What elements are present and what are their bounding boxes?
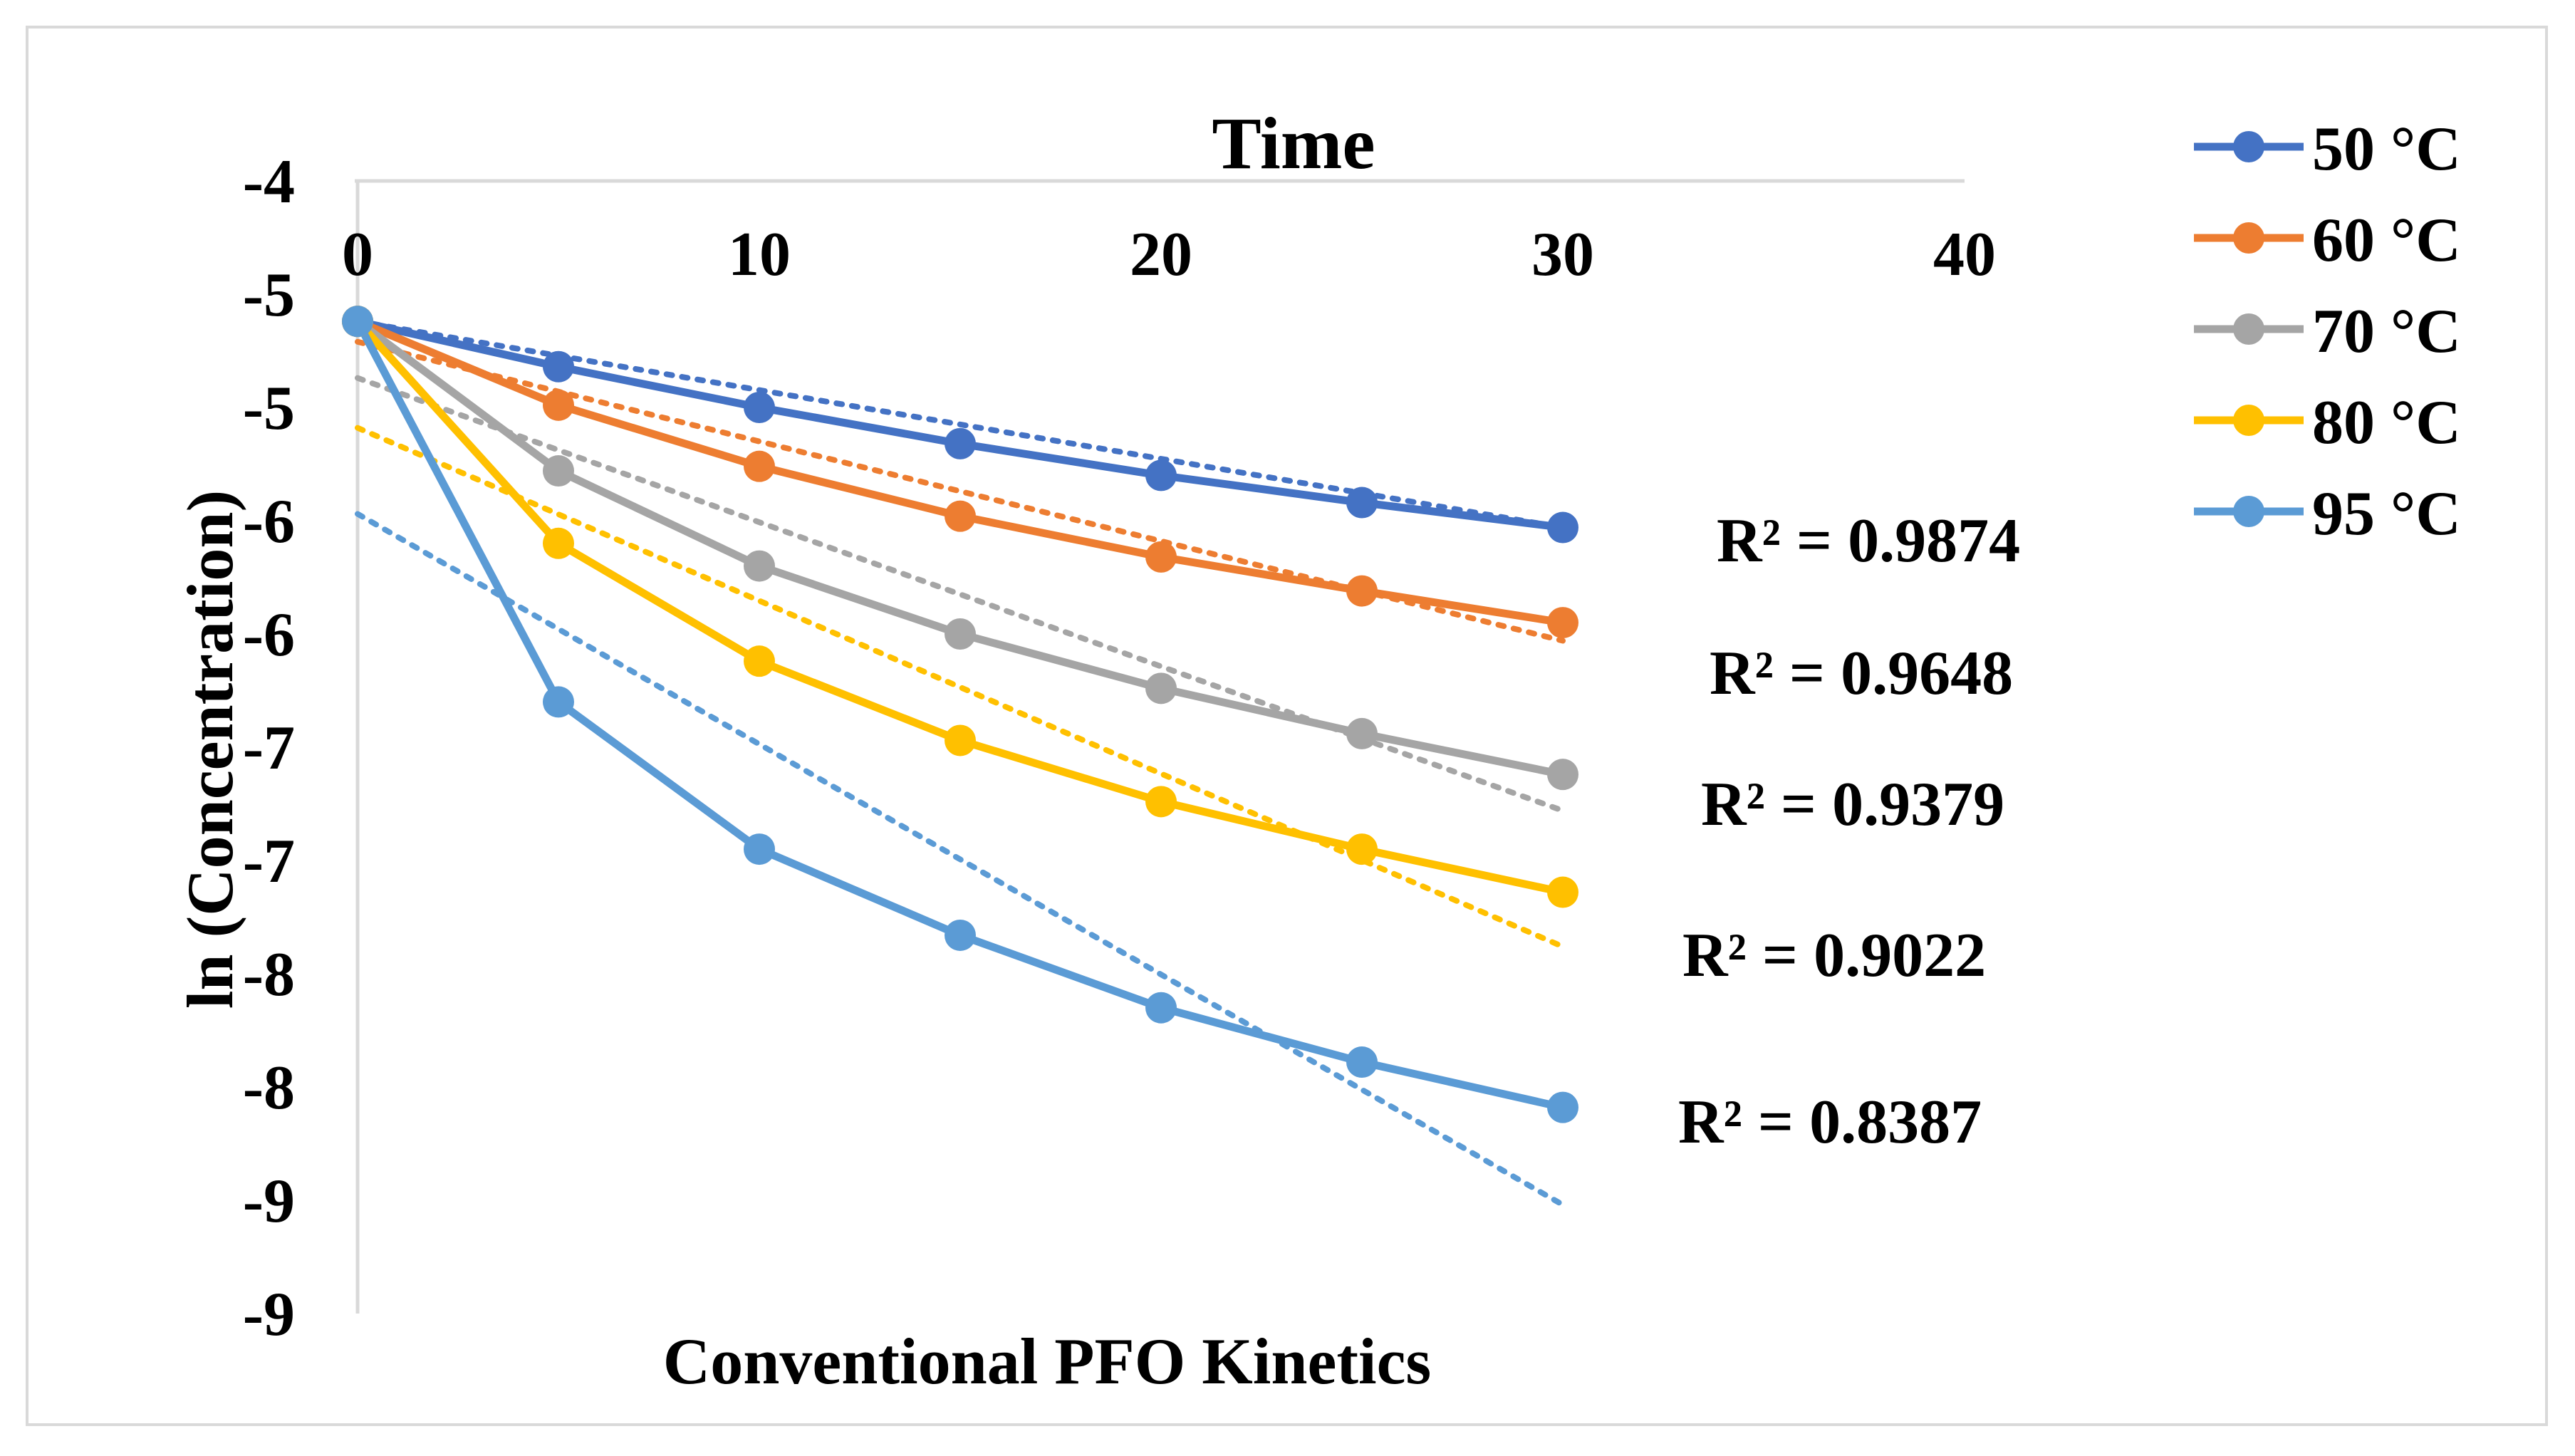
x-tick-label: 40 — [1933, 220, 1996, 289]
data-point-50c-t25 — [1346, 487, 1378, 519]
data-point-50c-t30 — [1547, 511, 1578, 544]
data-point-95c-t0 — [342, 306, 373, 338]
legend-swatch-marker — [2233, 405, 2264, 436]
data-point-60c-t20 — [1145, 541, 1177, 573]
legend-item-95c: 95 °C — [2194, 479, 2461, 548]
series-line-70c — [353, 317, 1567, 779]
chart-title: Time — [1212, 103, 1375, 184]
data-point-60c-t5 — [543, 389, 574, 421]
data-point-80c-t10 — [744, 645, 775, 677]
legend-label-80c: 80 °C — [2312, 388, 2461, 457]
data-point-60c-t10 — [744, 450, 775, 482]
y-tick-label: -7 — [243, 714, 295, 783]
legend-label-95c: 95 °C — [2312, 479, 2461, 548]
x-tick-label: 10 — [728, 220, 791, 289]
legend-item-50c: 50 °C — [2194, 115, 2461, 184]
data-point-70c-t20 — [1145, 672, 1177, 704]
chart-frame: Time Conventional PFO Kinetics ln (Conce… — [26, 26, 2548, 1426]
y-tick-label: -9 — [243, 1280, 295, 1349]
legend-label-60c: 60 °C — [2312, 206, 2461, 275]
data-point-80c-t25 — [1346, 833, 1378, 865]
legend-item-80c: 80 °C — [2194, 388, 2461, 457]
x-tick-label: 20 — [1130, 220, 1192, 289]
y-tick-label: -6 — [243, 600, 295, 670]
r-squared-labels: R² = 0.9874 R² = 0.9648 R² = 0.9379 R² = 0.… — [1678, 506, 2020, 1157]
data-point-50c-t5 — [543, 350, 574, 383]
y-tick-label: -9 — [243, 1167, 295, 1236]
data-point-80c-t20 — [1145, 786, 1177, 818]
trendline-80c — [355, 425, 1566, 950]
data-point-95c-t10 — [744, 833, 775, 865]
x-tick-label: 30 — [1531, 220, 1594, 289]
y-tick-label: -5 — [243, 374, 295, 443]
legend-item-70c: 70 °C — [2194, 297, 2461, 366]
y-axis-title: ln (Concentration) — [174, 490, 246, 1009]
x-axis-title: Conventional PFO Kinetics — [663, 1325, 1431, 1398]
legend: 50 °C 60 °C 70 °C 80 °C 95 °C — [2194, 115, 2461, 548]
data-point-50c-t20 — [1145, 459, 1177, 492]
y-tick-label: -5 — [243, 261, 295, 330]
data-point-80c-t30 — [1547, 876, 1578, 908]
r-squared-label-70c: R² = 0.9379 — [1701, 770, 2004, 839]
trendline-50c — [355, 318, 1566, 531]
data-point-60c-t30 — [1547, 607, 1578, 639]
y-tick-labels: -4 -5 -5 -6 -6 -7 -7 -8 -8 -9 -9 — [243, 147, 295, 1349]
data-point-70c-t5 — [543, 455, 574, 487]
data-point-80c-t5 — [543, 527, 574, 559]
y-tick-label: -8 — [243, 940, 295, 1009]
legend-swatch-marker — [2233, 131, 2264, 162]
legend-swatch-marker — [2233, 313, 2264, 345]
data-point-50c-t10 — [744, 392, 775, 423]
data-point-95c-t15 — [945, 919, 976, 951]
r-squared-label-50c: R² = 0.9874 — [1717, 506, 2020, 576]
chart-svg: Time Conventional PFO Kinetics ln (Conce… — [174, 103, 2461, 1398]
legend-label-50c: 50 °C — [2312, 115, 2461, 184]
r-squared-label-80c: R² = 0.9022 — [1682, 921, 1986, 990]
y-tick-label: -8 — [243, 1054, 295, 1123]
data-point-70c-t25 — [1346, 717, 1378, 749]
data-point-95c-t5 — [543, 686, 574, 718]
data-point-70c-t15 — [945, 618, 976, 650]
data-point-50c-t15 — [945, 427, 976, 459]
r-squared-label-95c: R² = 0.8387 — [1678, 1088, 1982, 1157]
legend-item-60c: 60 °C — [2194, 206, 2461, 275]
trendline-95c — [355, 511, 1566, 1208]
y-tick-label: -4 — [243, 147, 295, 217]
legend-swatch-marker — [2233, 222, 2264, 254]
r-squared-label-60c: R² = 0.9648 — [1710, 639, 2013, 708]
data-point-95c-t30 — [1547, 1091, 1578, 1123]
legend-swatch-marker — [2233, 496, 2264, 527]
data-point-60c-t15 — [945, 500, 976, 532]
x-tick-label: 0 — [342, 220, 373, 289]
series-line-80c — [353, 317, 1567, 896]
data-point-60c-t25 — [1346, 575, 1378, 607]
data-point-70c-t10 — [744, 550, 775, 582]
data-point-80c-t15 — [945, 724, 976, 756]
data-point-95c-t20 — [1145, 992, 1177, 1024]
data-point-70c-t30 — [1547, 759, 1578, 791]
series-points — [342, 306, 1578, 1123]
x-tick-labels: 0 10 20 30 40 — [342, 220, 1996, 289]
legend-label-70c: 70 °C — [2312, 297, 2461, 366]
y-tick-label: -6 — [243, 487, 295, 556]
data-point-95c-t25 — [1346, 1046, 1378, 1078]
series-line-60c — [353, 317, 1567, 627]
y-tick-label: -7 — [243, 827, 295, 896]
